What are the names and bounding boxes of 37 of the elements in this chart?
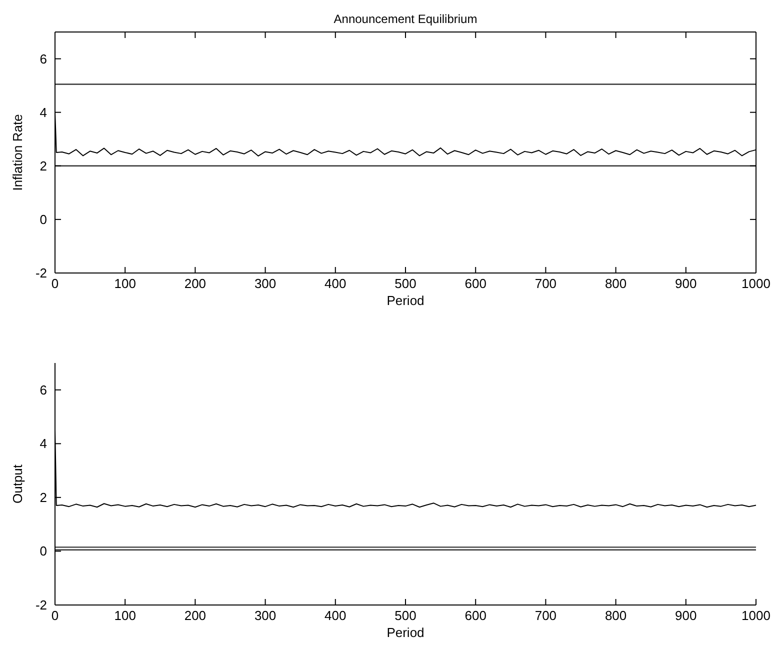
x-tick-label: 1000 [742,608,770,623]
y-axis-title: Output [10,464,25,504]
x-tick-label: 700 [534,608,557,623]
y-tick-label: -2 [35,598,47,612]
chart-title: Announcement Equilibrium [334,12,478,26]
x-tick-label: 600 [464,608,486,623]
x-tick-label: 100 [114,608,136,623]
x-tick-label: 400 [324,608,346,623]
y-tick-label: 6 [40,382,47,398]
x-tick-label: 200 [184,276,206,291]
x-tick-label: 800 [604,276,627,291]
x-tick-label: 0 [51,276,59,291]
x-tick-label: 700 [534,276,557,291]
y-tick-label: 2 [40,490,47,505]
y-tick-label: 0 [40,544,47,559]
y-tick-label: 6 [40,51,47,66]
x-tick-label: 300 [254,276,276,291]
x-tick-label: 400 [324,276,346,291]
x-tick-label: 900 [675,276,697,291]
x-axis-title: Period [386,293,424,308]
x-tick-label: 1000 [742,276,770,291]
x-tick-label: 900 [675,608,697,623]
y-axis-title: Inflation Rate [10,114,25,191]
x-tick-label: 300 [254,608,276,623]
y-tick-label: 2 [40,158,47,174]
y-tick-label: 4 [40,436,47,452]
x-tick-label: 200 [184,608,206,623]
x-axis-title: Period [386,625,424,640]
x-tick-label: 100 [114,276,136,291]
x-tick-label: 500 [394,276,416,291]
x-tick-label: 500 [394,608,416,623]
y-tick-label: 0 [40,212,47,227]
x-tick-label: 0 [51,608,59,623]
y-tick-label: 4 [40,104,47,120]
x-tick-label: 600 [464,276,486,291]
x-tick-label: 800 [604,608,627,623]
y-tick-label: -2 [35,266,47,280]
